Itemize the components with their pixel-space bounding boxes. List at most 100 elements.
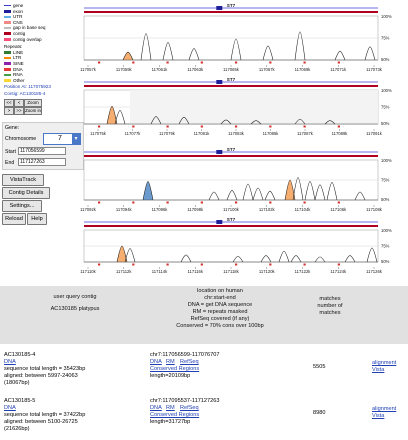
zoom-in-button[interactable]: Zoom in: [24, 107, 42, 115]
conserved-region-fill: [107, 106, 117, 124]
row-dna-link[interactable]: DNA: [4, 359, 16, 365]
conservation-peak: [278, 250, 290, 263]
row-seq-length: sequence total length = 37422bp: [4, 412, 86, 418]
conservation-peak: [220, 119, 232, 125]
repeat-mark: [235, 201, 238, 204]
conservation-peak: [290, 255, 302, 263]
repeat-mark: [337, 61, 340, 64]
axis-tick-label: 117091k: [366, 131, 383, 136]
legend-item-exon: exon: [4, 9, 54, 15]
axis-tick-label: 117120k: [259, 269, 276, 274]
row-conserved-link[interactable]: Conserved Regions: [150, 366, 200, 372]
legend-item-sine: SINE: [4, 61, 54, 67]
legend-item-dna: DNA: [4, 67, 54, 73]
repeat-mark: [132, 125, 135, 128]
row-rm-link[interactable]: RM: [166, 405, 175, 411]
axis-tick-label: 117057k: [80, 67, 97, 72]
repeat-mark: [235, 61, 238, 64]
row-length: length=31727bp: [150, 419, 191, 425]
conserved-region-fill: [285, 180, 295, 200]
axis-tick-label: 117118k: [223, 269, 239, 274]
vista-plot-area[interactable]: ST7 100% 75% 50% 117057k 117059k 117061k 117063…: [0, 0, 408, 280]
sine-swatch: [4, 62, 11, 66]
axis-tick-label: 117124k: [330, 269, 347, 274]
help-button[interactable]: Help: [27, 213, 47, 225]
repeat-mark: [303, 125, 306, 128]
scroll-right-button[interactable]: >: [4, 107, 14, 115]
row-vista-link[interactable]: Vista: [372, 413, 385, 419]
end-input[interactable]: [18, 158, 66, 166]
pct-50-label: 50%: [381, 57, 390, 62]
legend-item-rna: RNA: [4, 72, 54, 78]
start-input[interactable]: [18, 147, 66, 155]
repeat-mark: [303, 61, 306, 64]
row-refseq-link[interactable]: RefSeq: [180, 359, 199, 365]
repeats-title: Repeats:: [4, 44, 23, 50]
conservation-peak: [230, 38, 242, 61]
conservation-peak: [124, 248, 136, 263]
conserved-region-fill: [123, 52, 133, 60]
axis-tick-label: 117110k: [80, 269, 96, 274]
repeat-mark: [166, 125, 169, 128]
row-alignment-link[interactable]: alignment: [372, 360, 397, 366]
conservation-peak: [142, 181, 154, 201]
legend-item-contig-overlap: contig overlap: [4, 37, 54, 43]
row-rm-link[interactable]: RM: [166, 359, 175, 365]
pct-50-label: 50%: [381, 121, 390, 126]
row-refseq-link[interactable]: RefSeq: [180, 405, 199, 411]
ltr-swatch: [4, 56, 11, 60]
repeat-mark: [98, 125, 101, 128]
axis-tick-label: 117114k: [152, 269, 168, 274]
contig-swatch: [4, 32, 11, 36]
axis-tick-label: 117089k: [332, 131, 349, 136]
conservation-peak: [188, 48, 200, 61]
pct-75-label: 75%: [381, 105, 390, 110]
row-dna-link2[interactable]: DNA: [150, 359, 162, 365]
gene-label: ST7: [227, 3, 236, 8]
conservation-peak: [314, 256, 326, 263]
conservation-peak: [208, 191, 220, 201]
row-alignment-link[interactable]: alignment: [372, 406, 397, 412]
row-conserved-link[interactable]: Conserved Regions: [150, 412, 200, 418]
legend-item-cns: CNS: [4, 20, 54, 26]
row-vista-link[interactable]: Vista: [372, 367, 385, 373]
scroll-far-left-button[interactable]: <<: [4, 99, 14, 107]
row-aligned-len: (21626bp): [4, 426, 30, 432]
axis-tick-label: 117102k: [259, 207, 276, 212]
axis-tick-label: 117077k: [125, 131, 142, 136]
gap-shade: [130, 90, 378, 124]
row-aligned: aligned: between 5997-24063: [4, 373, 78, 379]
repeat-mark: [200, 125, 203, 128]
pct-75-label: 75%: [381, 178, 390, 183]
conservation-peak: [114, 110, 126, 125]
location-header-line4: RM = repeats masked: [192, 309, 248, 315]
scroll-far-right-button[interactable]: >>: [14, 107, 24, 115]
contig-details-button[interactable]: Contig Details: [2, 187, 50, 199]
reload-button[interactable]: Reload: [2, 213, 26, 225]
settings-button[interactable]: Settings...: [2, 200, 42, 212]
axis-tick-label: 117094k: [116, 207, 133, 212]
exon-mark: [216, 150, 223, 154]
gene-label: Gene:: [5, 125, 20, 131]
repeat-mark: [98, 61, 101, 64]
conservation-peak: [354, 191, 366, 201]
contig-bar: [84, 155, 378, 157]
repeat-mark: [269, 125, 272, 128]
scroll-left-button[interactable]: <: [14, 99, 24, 107]
row-aligned: aligned: between 5100-26725: [4, 419, 78, 425]
gene-swatch: [4, 5, 11, 7]
row-dna-link2[interactable]: DNA: [150, 405, 162, 411]
results-table-header: user query contig AC130185 platypus loca…: [0, 286, 408, 344]
chromosome-select[interactable]: 7 ▾: [43, 133, 81, 145]
repeat-mark: [200, 263, 203, 266]
repeat-mark: [303, 263, 306, 266]
axis-tick-label: 117079k: [159, 131, 176, 136]
conservation-peak: [232, 255, 244, 263]
repeat-mark: [337, 263, 340, 266]
conservation-peak: [304, 181, 316, 201]
repeat-mark: [200, 61, 203, 64]
row-dna-link[interactable]: DNA: [4, 405, 16, 411]
pct-100-label: 100%: [381, 228, 392, 233]
axis-tick-label: 117106k: [330, 207, 347, 212]
vistatrack-button[interactable]: VistaTrack: [2, 174, 44, 186]
